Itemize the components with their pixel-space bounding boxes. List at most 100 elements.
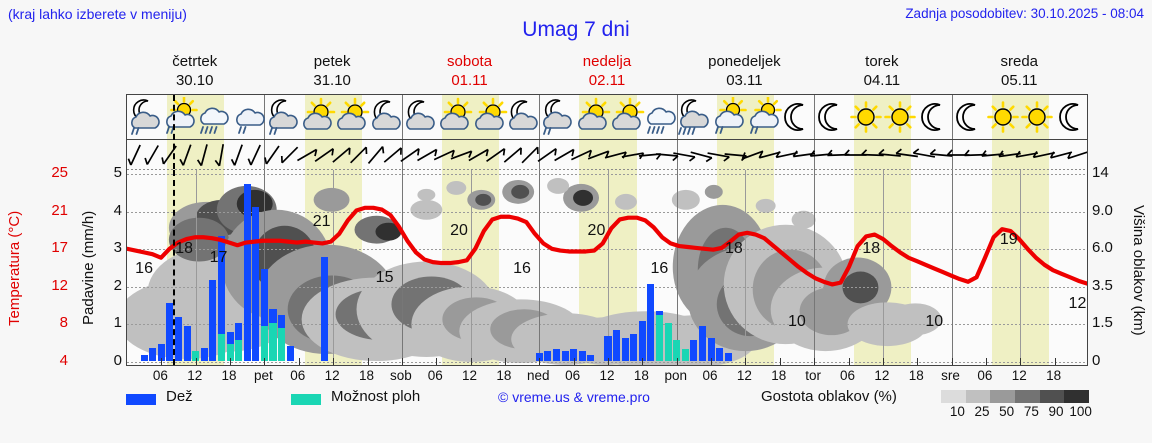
temperature-tick: 25 [51, 164, 68, 181]
midday-separator [745, 170, 747, 365]
rain-bar [690, 339, 698, 361]
day-name: sreda [1000, 53, 1039, 70]
cloud-height-tick: 14 [1092, 164, 1109, 181]
gridline [127, 249, 1087, 250]
moon-cloud-rain-icon [262, 97, 302, 137]
cloud-density-color-ramp [941, 390, 1090, 403]
day-header-7: sreda 05.11 [951, 52, 1088, 92]
moon-cloud-rain-icon [536, 97, 576, 137]
shower-legend-label: Možnost ploh [331, 388, 421, 405]
tick-mark [264, 358, 266, 365]
temperature-tick: 8 [59, 314, 68, 332]
sun-icon [880, 97, 920, 137]
sun-cloud-icon [468, 97, 508, 137]
sun-cloud-icon [605, 97, 645, 137]
time-tick: 06 [565, 368, 581, 383]
rain-bar [698, 326, 706, 361]
precipitation-axis-title: Padavine (mm/h) [80, 210, 97, 325]
cloud-density-legend-title: Gostota oblakov (%) [761, 388, 897, 405]
tick-mark [1054, 358, 1056, 365]
tick-mark [642, 358, 644, 365]
tick-mark [917, 358, 919, 365]
tick-mark [985, 358, 987, 365]
time-tick: 06 [427, 368, 443, 383]
cloud-heavy-rain-icon [193, 97, 233, 137]
tick-mark [401, 358, 403, 365]
rain-bar [535, 353, 543, 361]
time-tick: pet [254, 368, 273, 383]
temperature-value-label: 19 [999, 230, 1018, 248]
sun-cloud-icon [433, 97, 473, 137]
cloud-height-tick: 6.0 [1092, 239, 1113, 257]
midday-separator [608, 170, 609, 365]
shower-bar [226, 343, 234, 361]
day-separator [676, 170, 678, 365]
rain-bar [578, 351, 586, 361]
cloud-density-ramp-step [1015, 390, 1040, 403]
moon-cloud-heavy-rain-icon [674, 97, 714, 137]
tick-mark [436, 358, 438, 365]
time-tick: 12 [324, 368, 340, 383]
temperature-tick: 17 [51, 239, 68, 257]
tick-mark [814, 358, 816, 365]
rain-bar [570, 349, 578, 361]
wind-barb-row [127, 140, 1087, 169]
tick-mark [745, 358, 747, 365]
axis-tick-marks [127, 357, 1087, 365]
temperature-value-label: 20 [587, 221, 606, 239]
tick-mark [779, 358, 781, 365]
last-update-text: Zadnja posodobitev: 30.10.2025 - 08:04 [905, 6, 1144, 21]
time-tick: 12 [462, 368, 478, 383]
temperature-value-label: 18 [724, 239, 743, 257]
shower-bar [681, 349, 689, 361]
rain-bar [183, 326, 191, 361]
day-header-4: nedelja 02.11 [538, 52, 675, 92]
tick-mark [333, 358, 335, 365]
day-separator [539, 170, 541, 365]
forecast-plot: 16 18 17 21 15 20 16 20 16 18 10 18 10 19 12 [126, 94, 1088, 366]
rain-bar [175, 316, 183, 361]
cloud-density-ramp-ticks: 10 25 50 75 90 100 [934, 404, 1098, 420]
rain-bar [724, 353, 732, 361]
cloud-density-ramp-tick: 75 [1023, 404, 1039, 419]
midday-separator [195, 170, 197, 365]
sun-cloud-rain-icon [743, 96, 783, 137]
cloud-density-ramp-step [1039, 390, 1065, 403]
rain-bar [552, 349, 560, 361]
tick-mark [470, 358, 472, 365]
day-name: sobota [447, 53, 493, 70]
moon-cloud-icon [502, 97, 542, 137]
tick-mark [676, 358, 678, 365]
chart-legend: Dež Možnost ploh © vreme.us & vreme.pro … [126, 388, 1146, 420]
shower-bar [664, 322, 672, 361]
time-tick: sob [389, 368, 412, 383]
rain-bar [587, 355, 595, 361]
gridline [127, 324, 1087, 325]
cloud-height-tick: 9.0 [1092, 201, 1113, 219]
day-date: 05.11 [1001, 72, 1038, 89]
cloud-density-ramp-step [941, 390, 966, 403]
moon-icon [777, 97, 817, 137]
cloud-rain-icon [227, 97, 267, 137]
shower-bar [278, 328, 286, 361]
credit-link[interactable]: © vreme.us & vreme.pro [498, 389, 650, 405]
gridline [127, 174, 1087, 175]
rain-bar [544, 351, 552, 361]
midday-separator [1020, 170, 1022, 365]
rain-legend-swatch [126, 394, 156, 405]
shower-bar [269, 322, 277, 361]
tick-mark [195, 358, 197, 365]
temperature-value-label: 16 [513, 259, 531, 277]
rain-bar [630, 334, 638, 361]
sun-icon [983, 97, 1023, 137]
rain-bar [321, 257, 329, 361]
cloud-density-ramp-step [965, 390, 991, 403]
moon-icon [811, 97, 851, 137]
tick-mark [848, 358, 850, 365]
temperature-value-label: 16 [135, 259, 153, 277]
tick-mark [711, 358, 713, 365]
day-date: 04.11 [863, 72, 901, 89]
time-tick: pon [664, 368, 687, 383]
temperature-value-label: 12 [1068, 295, 1087, 313]
temperature-tick: 4 [59, 352, 68, 369]
